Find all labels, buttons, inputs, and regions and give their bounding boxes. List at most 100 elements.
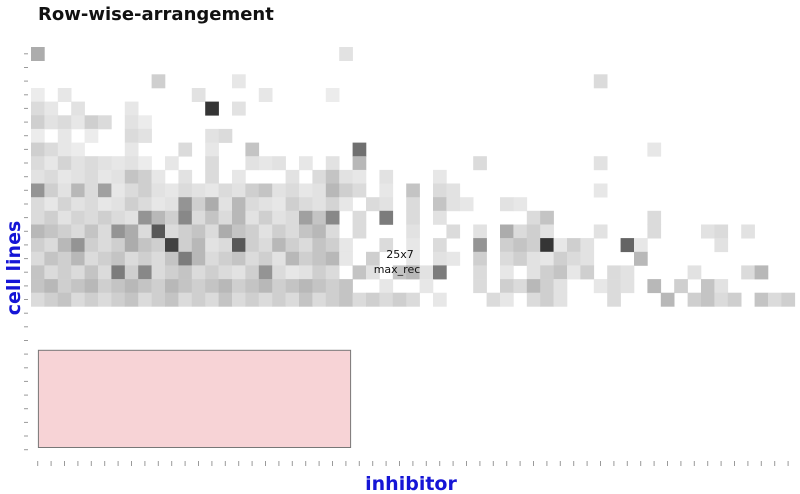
heatmap-cell xyxy=(205,238,219,253)
heatmap-cell xyxy=(312,183,327,198)
heatmap-cell xyxy=(526,238,541,253)
heatmap-cell xyxy=(57,128,72,143)
heatmap-cell xyxy=(446,197,461,212)
heatmap-cell xyxy=(352,265,367,280)
heatmap-cell xyxy=(191,224,206,239)
heatmap-cell xyxy=(299,238,313,253)
heatmap-cell xyxy=(44,292,59,307)
heatmap-cell xyxy=(98,238,112,253)
heatmap-cell xyxy=(352,169,367,184)
heatmap-cell xyxy=(607,292,621,307)
heatmap-cell xyxy=(205,128,219,143)
heatmap-cell xyxy=(57,210,72,225)
heatmap-cell xyxy=(57,142,72,157)
heatmap-cell xyxy=(84,224,99,239)
heatmap-cell xyxy=(124,292,139,307)
heatmap-cell xyxy=(580,265,595,280)
heatmap-cell xyxy=(232,101,246,116)
heatmap-cell xyxy=(258,210,273,225)
heatmap-cell xyxy=(366,251,380,266)
heatmap-cell xyxy=(138,156,152,171)
heatmap-cell xyxy=(272,251,286,266)
heatmap-cell xyxy=(459,197,474,212)
heatmap-cell xyxy=(727,292,742,307)
y-axis-ticks xyxy=(24,53,28,451)
heatmap-cell xyxy=(285,265,300,280)
heatmap-cell xyxy=(325,210,340,225)
heatmap-cell xyxy=(151,197,166,212)
heatmap-cell xyxy=(553,279,568,294)
heatmap-cell xyxy=(44,210,59,225)
heatmap-cell xyxy=(245,279,260,294)
heatmap-cell xyxy=(325,183,340,198)
heatmap-cell xyxy=(71,142,85,157)
annotation-label-size: 25x7 xyxy=(386,248,414,261)
heatmap-cell xyxy=(473,251,487,266)
heatmap-cell xyxy=(71,183,85,198)
heatmap-cell xyxy=(486,292,501,307)
heatmap-cell xyxy=(31,47,45,61)
heatmap-cell xyxy=(299,251,313,266)
heatmap-cell xyxy=(111,238,126,253)
heatmap-cell xyxy=(513,279,528,294)
heatmap-cell xyxy=(138,251,152,266)
heatmap-cell xyxy=(433,183,447,198)
heatmap-cell xyxy=(191,279,206,294)
heatmap-cell xyxy=(71,169,85,184)
heatmap-cell xyxy=(111,224,126,239)
heatmap-cell xyxy=(151,238,166,253)
heatmap-cell xyxy=(540,238,554,253)
heatmap-cell xyxy=(218,238,233,253)
heatmap-cell xyxy=(124,265,139,280)
heatmap-cell xyxy=(151,183,166,198)
heatmap-cell xyxy=(84,169,99,184)
heatmap-cell xyxy=(245,210,260,225)
heatmap-cell xyxy=(299,279,313,294)
heatmap-cell xyxy=(205,224,219,239)
heatmap-cell xyxy=(593,183,608,198)
heatmap-cell xyxy=(44,265,59,280)
heatmap-cell xyxy=(124,183,139,198)
heatmap-cell xyxy=(232,265,246,280)
heatmap-cell xyxy=(325,251,340,266)
heatmap-cell xyxy=(500,279,514,294)
heatmap-cell xyxy=(620,279,635,294)
heatmap-cell xyxy=(205,197,219,212)
heatmap-cell xyxy=(205,169,219,184)
heatmap-cell xyxy=(325,238,340,253)
heatmap-cell xyxy=(285,183,300,198)
heatmap-cell xyxy=(205,210,219,225)
heatmap-cell xyxy=(44,115,59,130)
heatmap-cell xyxy=(272,224,286,239)
heatmap-cell xyxy=(138,183,152,198)
heatmap-cell xyxy=(178,238,193,253)
heatmap-cell xyxy=(84,238,99,253)
heatmap-cell xyxy=(687,292,702,307)
heatmap-cell xyxy=(433,238,447,253)
heatmap-cell xyxy=(473,279,487,294)
heatmap-cell xyxy=(178,210,193,225)
heatmap-cell xyxy=(406,251,420,266)
heatmap-cell xyxy=(312,210,327,225)
heatmap-cell xyxy=(312,238,327,253)
heatmap-cell xyxy=(205,156,219,171)
heatmap-cell xyxy=(124,128,139,143)
heatmap-cell xyxy=(500,197,514,212)
heatmap-cell xyxy=(272,197,286,212)
heatmap-cell xyxy=(218,292,233,307)
heatmap-cell xyxy=(567,265,581,280)
heatmap-cell xyxy=(299,210,313,225)
heatmap-cell xyxy=(325,169,340,184)
heatmap-cell xyxy=(71,210,85,225)
heatmap-cell xyxy=(31,265,45,280)
heatmap-cell xyxy=(31,197,45,212)
heatmap-cell xyxy=(57,115,72,130)
heatmap-cell xyxy=(57,238,72,253)
heatmap-cell xyxy=(98,183,112,198)
heatmap-cell xyxy=(526,265,541,280)
heatmap-cell xyxy=(513,238,528,253)
heatmap-cell xyxy=(138,238,152,253)
heatmap-cell xyxy=(205,265,219,280)
heatmap-cell xyxy=(339,183,353,198)
heatmap-cell xyxy=(580,238,595,253)
